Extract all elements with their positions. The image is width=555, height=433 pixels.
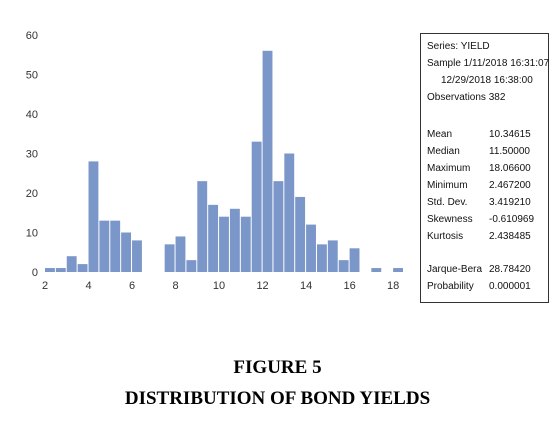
histogram-bar: [208, 204, 219, 272]
histogram-bar: [349, 248, 360, 272]
histogram-bar: [393, 268, 403, 272]
histogram-bar: [229, 208, 240, 272]
histogram-bar: [273, 181, 284, 272]
histogram-bar: [164, 244, 175, 272]
stat-label: Minimum: [427, 180, 468, 191]
histogram-bar: [66, 256, 77, 272]
histogram-bar: [197, 181, 208, 272]
stat-label: Std. Dev.: [427, 197, 468, 208]
histogram-bar: [110, 220, 121, 272]
histogram-bar: [240, 216, 251, 272]
y-axis-ticks: 0 10 20 30 40 50 60: [26, 30, 38, 279]
y-tick-label: 20: [26, 188, 38, 200]
stat-label: Kurtosis: [427, 231, 464, 242]
histogram-bar: [175, 236, 186, 272]
stat-value: 18.06600: [489, 163, 531, 174]
histogram-chart: 0 10 20 30 40 50 60 2 4 6 8 10 12 14 16 18: [26, 30, 403, 292]
stat-label: Maximum: [427, 163, 471, 174]
stat-label: Median: [427, 146, 460, 157]
histogram-bar: [186, 260, 197, 272]
histogram-bars: [45, 50, 403, 272]
histogram-bar: [77, 264, 88, 272]
histogram-bar: [219, 216, 229, 272]
histogram-bar: [99, 220, 110, 272]
histogram-bar: [306, 224, 316, 272]
y-tick-label: 40: [26, 109, 38, 121]
y-tick-label: 50: [26, 70, 38, 82]
stat-value: 10.34615: [489, 129, 531, 140]
histogram-bar: [371, 268, 382, 272]
descriptive-statistics-box: Series: YIELD Sample 1/11/2018 16:31:07 …: [420, 33, 549, 303]
histogram-bar: [45, 268, 55, 272]
histogram-bar: [132, 240, 142, 272]
stat-label: Jarque-Bera: [427, 264, 483, 275]
y-tick-label: 10: [26, 228, 38, 240]
stat-value: 28.78420: [489, 264, 531, 275]
y-tick-label: 0: [32, 267, 38, 279]
observations-count: Observations 382: [427, 92, 506, 103]
histogram-bar: [338, 260, 349, 272]
stat-label: Mean: [427, 129, 453, 140]
stat-value: 0.000001: [489, 281, 531, 292]
y-tick-label: 30: [26, 149, 38, 161]
x-tick-label: 12: [256, 280, 268, 292]
histogram-bar: [284, 153, 295, 272]
x-tick-label: 2: [42, 280, 48, 292]
y-tick-label: 60: [26, 30, 38, 42]
stat-value: 11.50000: [489, 146, 530, 157]
x-tick-label: 16: [343, 280, 355, 292]
histogram-bar: [327, 240, 338, 272]
x-tick-label: 8: [172, 280, 178, 292]
histogram-bar: [262, 50, 273, 272]
series-name: Series: YIELD: [427, 41, 490, 52]
stat-label: Probability: [427, 281, 474, 292]
stat-value: 3.419210: [489, 197, 531, 208]
sample-range-end: 12/29/2018 16:38:00: [441, 75, 533, 86]
stat-value: 2.438485: [489, 231, 531, 242]
histogram-bar: [316, 244, 327, 272]
stat-value: -0.610969: [489, 214, 535, 225]
x-tick-label: 10: [213, 280, 225, 292]
histogram-bar: [295, 196, 306, 272]
stat-label: Skewness: [427, 214, 473, 225]
histogram-bar: [55, 268, 66, 272]
x-tick-label: 4: [85, 280, 91, 292]
histogram-bar: [251, 141, 262, 272]
x-tick-label: 6: [129, 280, 135, 292]
x-tick-label: 14: [300, 280, 312, 292]
x-axis-ticks: 2 4 6 8 10 12 14 16 18: [42, 280, 399, 292]
sample-range-start: Sample 1/11/2018 16:31:07: [427, 58, 550, 69]
figure-number: FIGURE 5: [233, 357, 322, 378]
x-tick-label: 18: [387, 280, 399, 292]
figure-title: DISTRIBUTION OF BOND YIELDS: [124, 388, 431, 409]
histogram-bar: [88, 161, 99, 272]
histogram-bar: [121, 232, 132, 272]
stat-value: 2.467200: [489, 180, 531, 191]
